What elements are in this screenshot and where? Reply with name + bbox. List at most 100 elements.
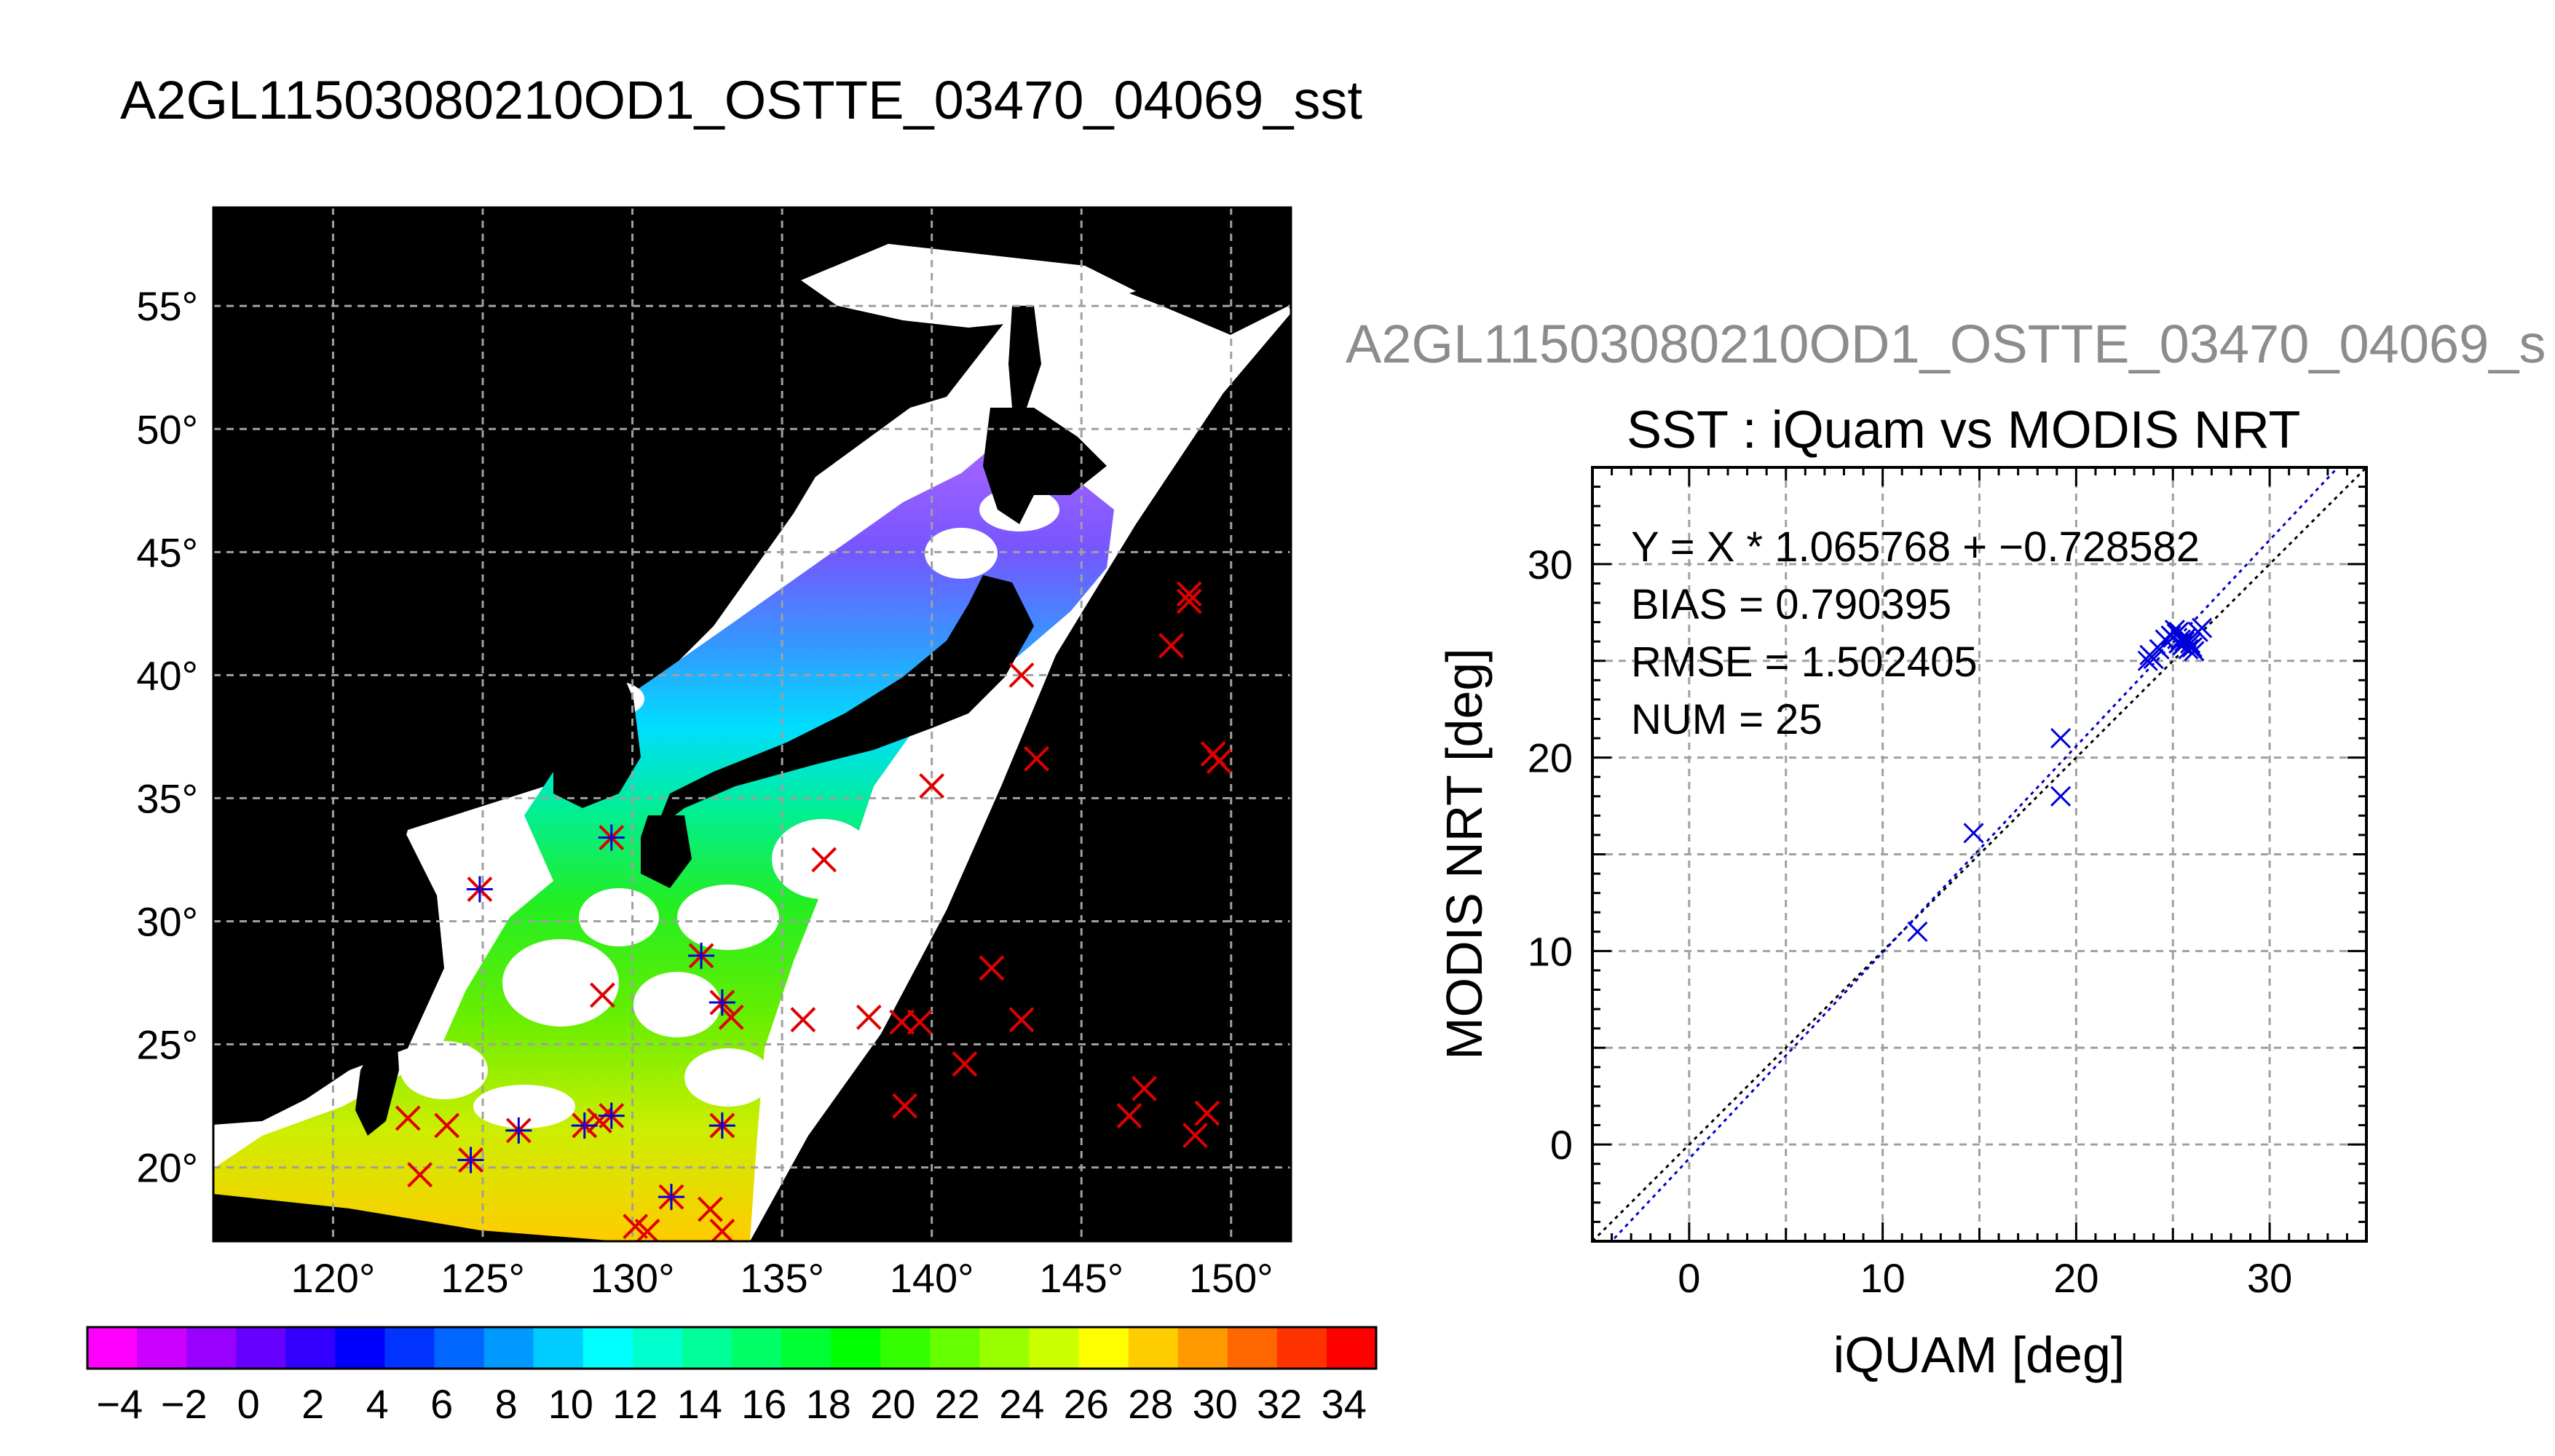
colorbar-swatch: [1227, 1327, 1278, 1369]
figure-title: A2GL11503080210OD1_OSTTE_03470_04069_sst: [120, 70, 1363, 130]
map-lon-tick-label: 125°: [441, 1255, 525, 1301]
korea-land: [524, 590, 641, 808]
map-red-marker: [395, 1105, 421, 1131]
colorbar-tick-label: 18: [806, 1381, 851, 1427]
cloud-patches: [335, 488, 1059, 1128]
map-lat-labels: 55° 50° 45° 40° 35° 30° 25° 20°: [136, 283, 198, 1190]
scatter-point: [2184, 641, 2205, 662]
map-red-marker: [1176, 588, 1202, 614]
map-red-marker: [634, 1219, 660, 1241]
map-red-marker: [407, 1162, 433, 1188]
colorbar-swatch: [781, 1327, 832, 1369]
map-blue-marker: [571, 1112, 598, 1139]
scatter-y-tick-label: 0: [1550, 1122, 1573, 1168]
scatter-point: [2149, 638, 2170, 660]
colorbar-tick-label: 26: [1064, 1381, 1109, 1427]
map-blue-marker: [688, 942, 715, 969]
map-lon-labels: 120° 125° 130° 135° 140° 145° 150°: [291, 1255, 1273, 1301]
colorbar-swatch: [1078, 1327, 1129, 1369]
colorbar-tick-label: 12: [612, 1381, 657, 1427]
scatter-x-tick-label: 0: [1678, 1255, 1700, 1301]
colorbar-swatch: [236, 1327, 286, 1369]
colorbar-swatch: [979, 1327, 1030, 1369]
map-red-marker: [919, 773, 945, 799]
colorbar-tick-label: 32: [1257, 1381, 1302, 1427]
map-red-marker: [1132, 1075, 1157, 1101]
colorbar-swatch: [533, 1327, 584, 1369]
scatter-point: [2050, 786, 2072, 807]
colorbar-swatch: [384, 1327, 435, 1369]
colorbar-swatch: [87, 1327, 138, 1369]
colorbar-tick-label: 34: [1322, 1381, 1367, 1427]
colorbar-swatch: [1326, 1327, 1377, 1369]
colorbar-swatch: [880, 1327, 931, 1369]
map-red-marker: [698, 1196, 723, 1222]
scatter-point: [2192, 617, 2213, 638]
scatter-gridlines: [1592, 467, 2366, 1241]
scatter-point: [2050, 727, 2072, 749]
scatter-xlabel: iQUAM [deg]: [1833, 1326, 2125, 1383]
map-red-markers: [395, 581, 1232, 1241]
map-red-marker: [952, 1051, 978, 1077]
map-blue-marker: [708, 989, 735, 1016]
colorbar-swatch: [732, 1327, 782, 1369]
colorbar-swatch: [434, 1327, 485, 1369]
sakhalin-land: [1008, 306, 1041, 408]
colorbar-tick-label: −4: [96, 1381, 143, 1427]
map-lat-tick-label: 20°: [136, 1145, 198, 1191]
colorbar-swatch: [632, 1327, 683, 1369]
map-red-marker: [1206, 748, 1232, 775]
stat-num: NUM = 25: [1631, 696, 1823, 743]
map-lat-tick-label: 40°: [136, 652, 198, 698]
taiwan-land: [355, 1034, 399, 1136]
map-lon-tick-label: 150°: [1189, 1255, 1273, 1301]
colorbar-tick-label: 28: [1128, 1381, 1173, 1427]
map-red-marker: [709, 1219, 735, 1241]
map-red-marker: [590, 982, 615, 1008]
map-blue-marker: [598, 824, 625, 851]
map-blue-marker: [598, 1102, 625, 1129]
colorbar-tick-label: 30: [1193, 1381, 1238, 1427]
colorbar-swatch: [186, 1327, 237, 1369]
colorbar-tick-label: 8: [495, 1381, 518, 1427]
stat-bias: BIAS = 0.790395: [1631, 581, 1952, 628]
scatter-point: [2164, 620, 2185, 641]
scatter-point: [1907, 921, 1928, 942]
colorbar-swatch: [483, 1327, 534, 1369]
map-red-marker: [889, 1009, 915, 1035]
scatter-ticks: [1591, 466, 2368, 1243]
colorbar-swatch: [285, 1327, 336, 1369]
colorbar-swatch: [137, 1327, 187, 1369]
figure-subtitle: A2GL11503080210OD1_OSTTE_03470_04069_s: [1346, 314, 2546, 374]
colorbar-swatch: [831, 1327, 881, 1369]
map-blue-marker: [658, 1184, 684, 1211]
map-blue-marker: [466, 876, 493, 903]
scatter-y-tick-label: 10: [1528, 928, 1573, 974]
scatter-y-tick-label: 30: [1528, 542, 1573, 587]
map-lat-tick-label: 35°: [136, 775, 198, 821]
scatter-y-tick-label: 20: [1528, 735, 1573, 781]
scatter-point: [2181, 637, 2203, 658]
japan-hokkaido-land: [983, 408, 1107, 524]
map-red-marker: [718, 1004, 744, 1030]
japan-kyushu-land: [641, 815, 692, 888]
scatter-y-tick-labels: 0 10 20 30: [1528, 542, 1573, 1168]
colorbar-tick-label: 0: [237, 1381, 260, 1427]
map-red-marker: [892, 1093, 918, 1119]
colorbar-tick-label: 2: [301, 1381, 324, 1427]
scatter-point: [2143, 649, 2164, 670]
colorbar-tick-label: 10: [548, 1381, 593, 1427]
map-red-marker: [790, 1007, 816, 1033]
colorbar-swatch: [1276, 1327, 1327, 1369]
colorbar: −4 −2 0 2 4 6 8 10 12 14 16 18 20 22 24 26 28 30 32 34: [86, 1326, 1378, 1427]
map-lat-tick-label: 55°: [136, 283, 198, 329]
scatter-x-tick-label: 20: [2053, 1255, 2098, 1301]
colorbar-tick-label: 16: [741, 1381, 786, 1427]
identity-line: [1592, 467, 2366, 1241]
scatter-panel: 0 10 20 30 0 10 20 30 iQUAM [deg] MODIS NRT [d…: [1436, 466, 2368, 1383]
colorbar-swatch: [1029, 1327, 1080, 1369]
map-red-marker: [434, 1112, 460, 1139]
colorbar-swatch: [1128, 1327, 1179, 1369]
colorbar-labels: −4 −2 0 2 4 6 8 10 12 14 16 18 20 22 24 26 28 30 32 34: [96, 1381, 1367, 1427]
colorbar-swatch: [1177, 1327, 1228, 1369]
